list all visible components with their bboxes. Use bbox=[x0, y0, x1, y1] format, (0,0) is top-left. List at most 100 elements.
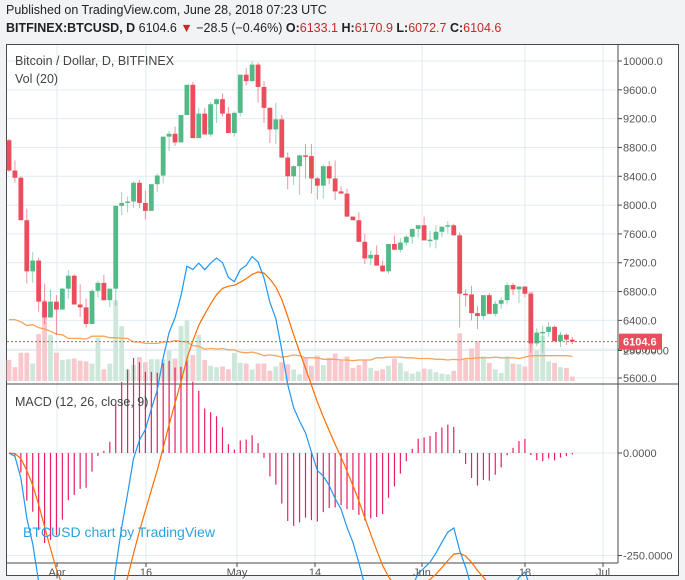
volume-bar bbox=[231, 352, 237, 381]
volume-bar bbox=[326, 357, 332, 381]
volume-bar bbox=[107, 363, 113, 381]
price-axis-label: 9200.0 bbox=[623, 114, 657, 126]
candle-body bbox=[374, 254, 380, 266]
candle-body bbox=[142, 202, 148, 211]
volume-bar bbox=[226, 369, 231, 381]
candle-body bbox=[546, 326, 552, 332]
volume-bar bbox=[24, 352, 30, 381]
candle-body bbox=[291, 166, 297, 177]
volume-bar bbox=[380, 369, 385, 381]
candle-body bbox=[42, 301, 47, 318]
candle-body bbox=[190, 84, 196, 139]
macd-axis-label: 0.0000 bbox=[623, 448, 657, 460]
price-axis-label: 8000.0 bbox=[623, 200, 657, 212]
volume-bar bbox=[558, 367, 563, 381]
candle-body bbox=[36, 260, 42, 302]
candle-body bbox=[397, 242, 403, 250]
candle-body bbox=[338, 191, 344, 194]
candle-body bbox=[160, 136, 166, 176]
candle-body bbox=[427, 239, 433, 242]
volume-bar bbox=[569, 376, 575, 381]
volume-bar bbox=[427, 369, 433, 381]
candle-body bbox=[214, 99, 219, 105]
candle-body bbox=[279, 119, 285, 158]
candle-body bbox=[362, 241, 368, 259]
time-axis-label: Jul bbox=[596, 567, 610, 579]
price-axis-label: 5600.0 bbox=[623, 373, 657, 385]
candle-body bbox=[540, 331, 546, 334]
volume-bar bbox=[36, 334, 42, 381]
volume-bar bbox=[237, 362, 243, 381]
volume-bar bbox=[320, 365, 326, 381]
price-axis-label: 8400.0 bbox=[623, 171, 657, 183]
candle-body bbox=[6, 140, 12, 171]
volume-bar bbox=[374, 370, 380, 381]
time-axis-label: 18 bbox=[519, 567, 531, 579]
volume-bar bbox=[314, 355, 320, 381]
candle-body bbox=[12, 170, 18, 178]
candle-body bbox=[131, 182, 136, 202]
volume-bar bbox=[261, 363, 267, 381]
volume-bar bbox=[184, 320, 190, 381]
candle-body bbox=[178, 115, 184, 143]
symbol-header: BITFINEX:BTCUSD, D 6104.6 ▼ −28.5 (−0.46… bbox=[6, 21, 501, 35]
volume-bar bbox=[463, 359, 469, 381]
volume-bar bbox=[208, 365, 214, 381]
candle-body bbox=[113, 205, 119, 289]
candle-body bbox=[492, 303, 498, 314]
candle-body bbox=[504, 285, 510, 301]
volume-bar bbox=[498, 372, 504, 381]
volume-bar bbox=[297, 374, 302, 381]
volume-bar bbox=[119, 326, 125, 381]
candle-body bbox=[54, 301, 59, 310]
macd-axis-label: -250.0000 bbox=[623, 551, 673, 563]
volume-bar bbox=[457, 333, 463, 381]
volume-bar bbox=[486, 362, 492, 381]
price-axis-label: 8800.0 bbox=[623, 142, 657, 154]
candle-body bbox=[30, 260, 36, 272]
candle-body bbox=[65, 275, 71, 289]
candle-body bbox=[463, 293, 469, 296]
candle-body bbox=[344, 193, 350, 217]
volume-bar bbox=[113, 300, 119, 381]
volume-bar bbox=[475, 341, 480, 381]
high-value: 6170.9 bbox=[354, 21, 393, 35]
volume-bar bbox=[397, 362, 403, 381]
time-axis-label: May bbox=[227, 567, 248, 579]
candle-body bbox=[297, 155, 302, 167]
candle-body bbox=[457, 235, 463, 294]
low-value: 6072.7 bbox=[408, 21, 447, 35]
candle-body bbox=[237, 74, 243, 113]
candle-body bbox=[534, 332, 540, 344]
candle-body bbox=[516, 286, 522, 290]
candle-body bbox=[380, 265, 385, 272]
candle-body bbox=[59, 288, 65, 310]
candle-body bbox=[101, 282, 107, 301]
volume-bar bbox=[492, 369, 498, 381]
volume-bar bbox=[154, 359, 160, 381]
volume-bar bbox=[409, 373, 415, 381]
volume-bar bbox=[504, 356, 510, 381]
volume-bar bbox=[445, 374, 451, 381]
high-label: H: bbox=[341, 21, 355, 35]
candle-body bbox=[326, 166, 332, 179]
candle-body bbox=[303, 155, 308, 157]
candle-body bbox=[552, 326, 557, 342]
candle-body bbox=[148, 184, 154, 211]
candle-body bbox=[166, 133, 172, 137]
volume-bar bbox=[83, 361, 89, 381]
volume-bar bbox=[415, 371, 421, 381]
volume-bar bbox=[178, 326, 184, 381]
volume-bar bbox=[89, 363, 95, 381]
candle-body bbox=[172, 133, 178, 143]
volume-bar bbox=[362, 359, 368, 381]
volume-bar bbox=[142, 362, 148, 381]
candle-body bbox=[569, 339, 575, 342]
price-axis-label: 7600.0 bbox=[623, 229, 657, 241]
volume-bar bbox=[510, 363, 516, 381]
candle-body bbox=[184, 84, 190, 116]
price-axis-label: 6400.0 bbox=[623, 315, 657, 327]
candle-body bbox=[314, 178, 320, 186]
volume-bar bbox=[12, 367, 18, 381]
